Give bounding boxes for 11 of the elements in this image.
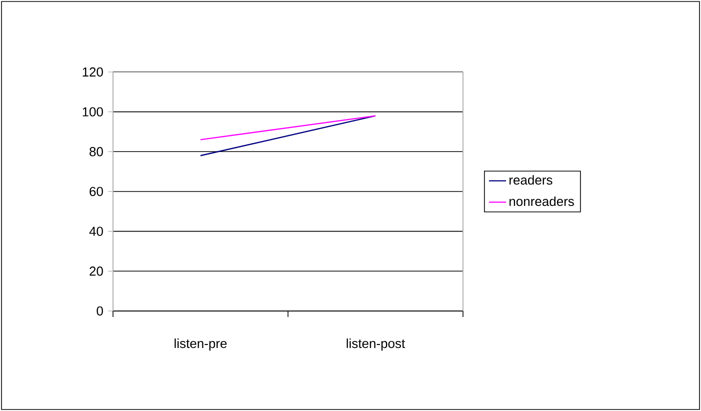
legend-label: nonreaders bbox=[510, 196, 574, 206]
x-tick-label: listen-post bbox=[346, 338, 406, 351]
y-tick-label: 80 bbox=[90, 147, 103, 156]
y-tick-label: 100 bbox=[82, 107, 103, 116]
legend-label: readers bbox=[510, 175, 552, 185]
y-tick-label: 40 bbox=[89, 226, 103, 236]
x-tick-label: listen-pre bbox=[174, 338, 227, 351]
y-tick-label: 60 bbox=[90, 186, 103, 196]
y-tick-label: 120 bbox=[82, 67, 103, 77]
y-tick-label: 0 bbox=[96, 306, 103, 316]
y-tick-label: 20 bbox=[90, 266, 103, 276]
